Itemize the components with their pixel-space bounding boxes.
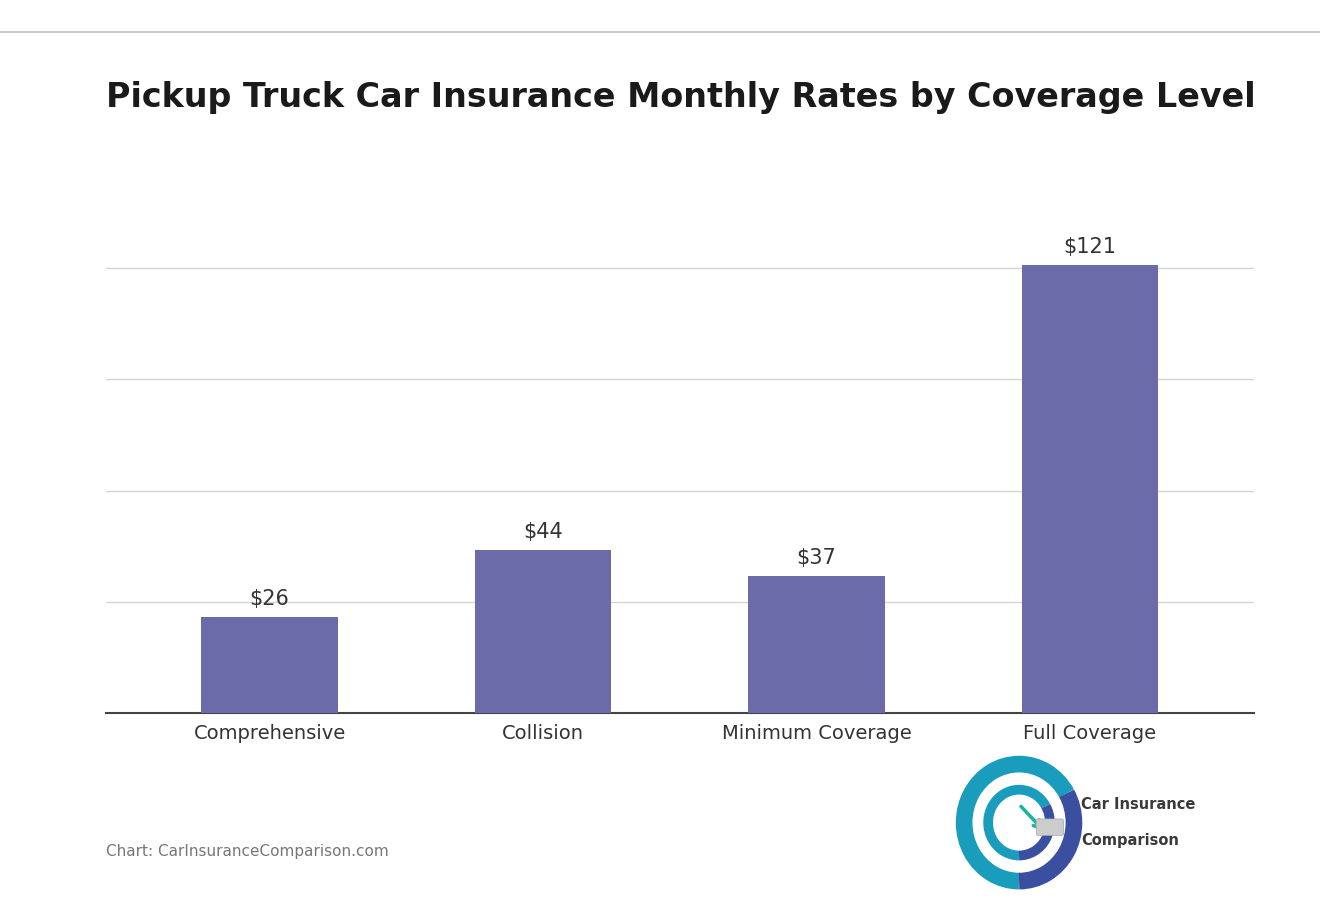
Text: Comparison: Comparison xyxy=(1081,834,1179,848)
Text: Car Insurance: Car Insurance xyxy=(1081,797,1195,812)
FancyBboxPatch shape xyxy=(1036,819,1064,835)
Text: $26: $26 xyxy=(249,590,289,609)
Text: Pickup Truck Car Insurance Monthly Rates by Coverage Level: Pickup Truck Car Insurance Monthly Rates… xyxy=(106,81,1255,114)
Text: Chart: CarInsuranceComparison.com: Chart: CarInsuranceComparison.com xyxy=(106,845,388,859)
Text: $121: $121 xyxy=(1064,237,1117,257)
Bar xyxy=(201,617,338,713)
Bar xyxy=(748,576,884,713)
Text: $37: $37 xyxy=(797,548,837,569)
Text: $44: $44 xyxy=(523,523,562,543)
Bar xyxy=(475,550,611,713)
Bar xyxy=(1022,264,1159,713)
